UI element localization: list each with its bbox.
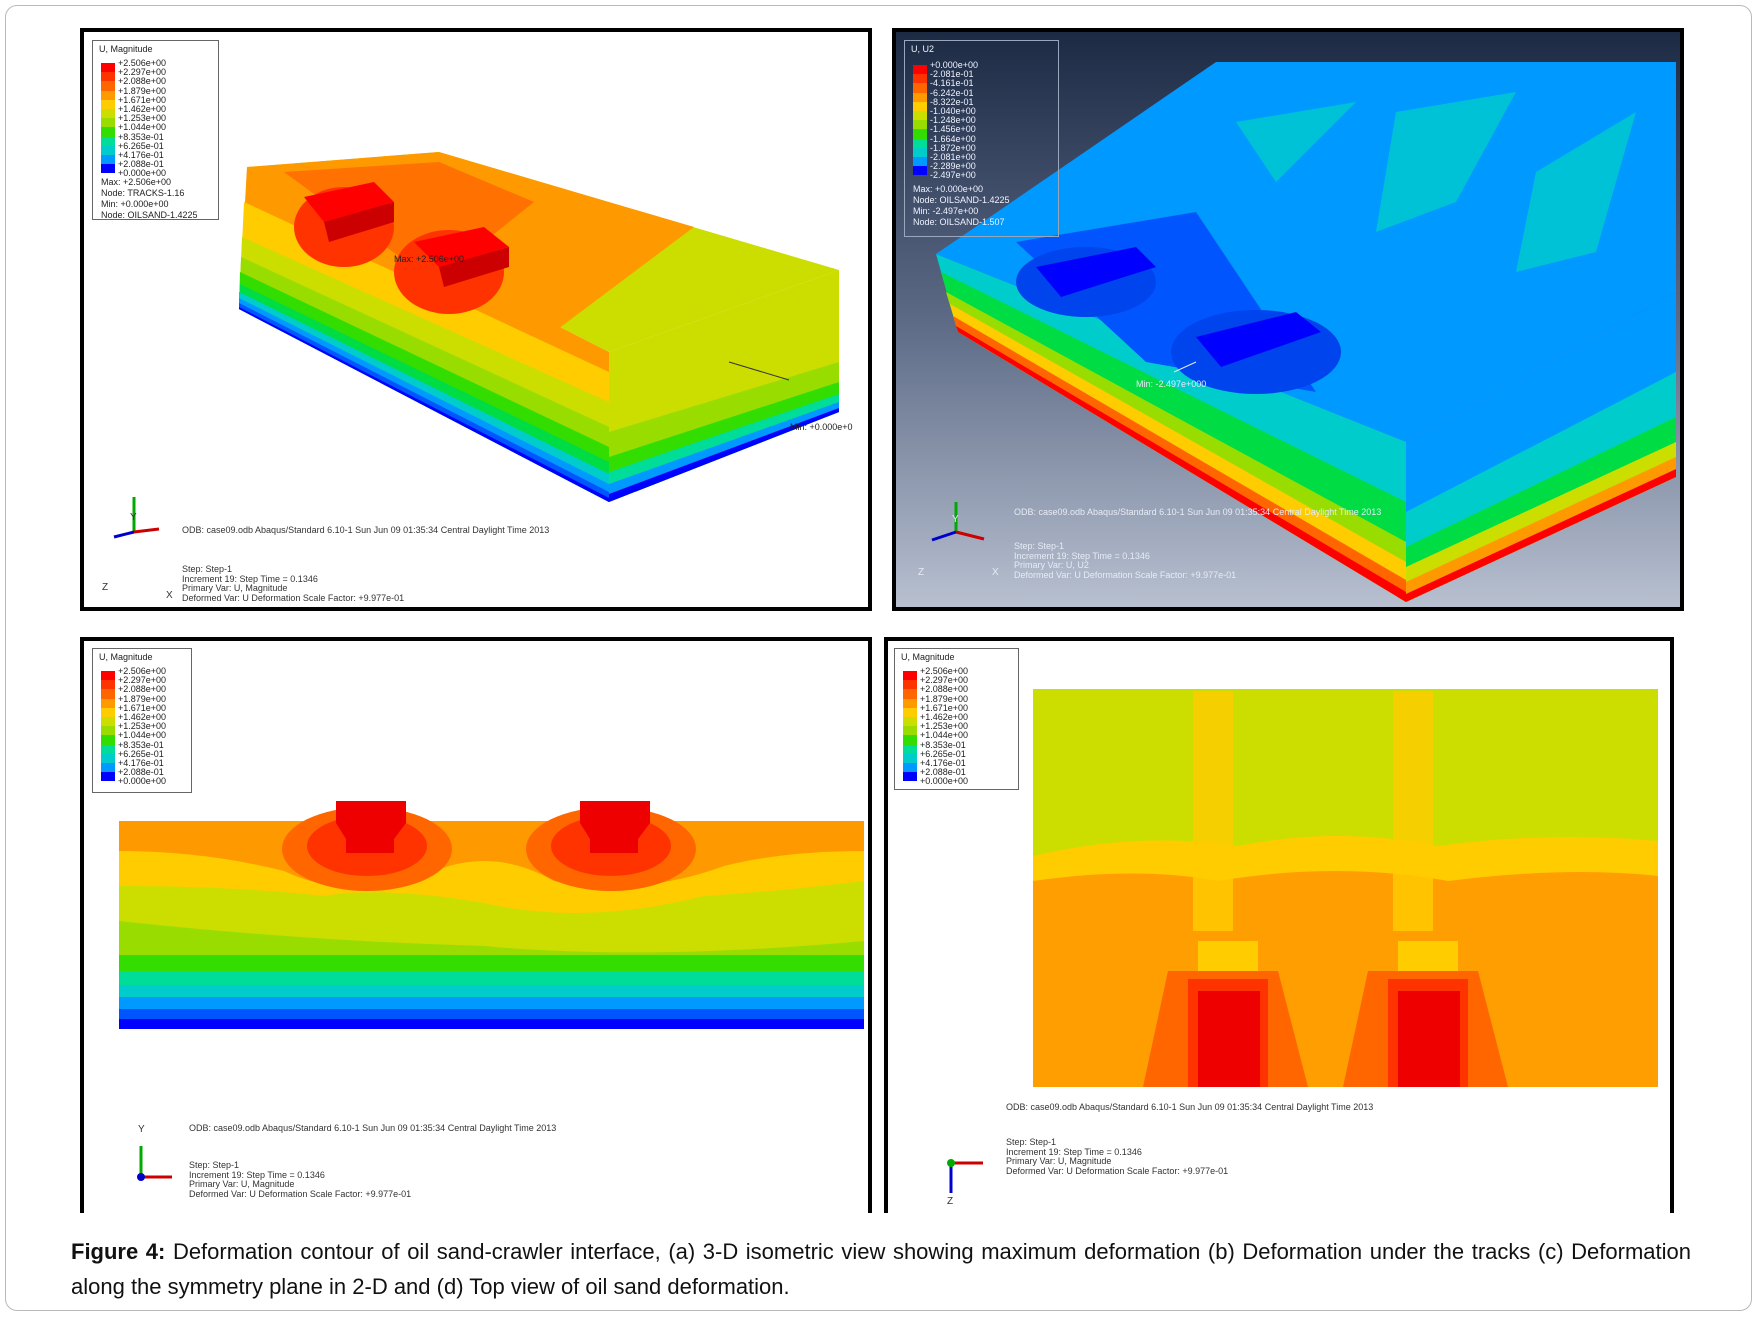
axis-x-label: X: [166, 590, 173, 601]
min-annotation: Min: -2.497e+000: [1136, 379, 1207, 389]
step-info: Step: Step-1 Increment 19: Step Time = 0…: [1014, 541, 1237, 580]
legend-values: +2.506e+00 +2.297e+00 +2.088e+00 +1.879e+00…: [118, 58, 167, 179]
panel-a: U, Magnitude +2.506e+00 +2.297e+00 +2.088e…: [80, 28, 872, 611]
legend-title: U, U2: [911, 44, 935, 54]
panel-c: U, Magnitude +2.506e+00 +2.297e+00 +2.088e…: [80, 637, 872, 1213]
figure-frame: [5, 5, 1752, 1311]
panel-b-legend: U, U2 +0.000e+00 -2.081e-01 -4.161e-01 -6.2…: [904, 40, 1059, 237]
step-info: Step: Step-1 Increment 19: Step Time = 0…: [189, 1160, 412, 1199]
axis-y-label: Y: [138, 1124, 145, 1135]
panel-a-isometric-plot: [113, 152, 839, 539]
panel-d: U, Magnitude +2.506e+00 +2.297e+00 +2.088e…: [884, 637, 1674, 1213]
odb-info: ODB: case09.odb Abaqus/Standard 6.10-1 S…: [189, 1123, 557, 1133]
caption-text: Deformation contour of oil sand-crawler …: [71, 1239, 1691, 1299]
panel-d-top-view-plot: [947, 689, 1658, 1193]
legend-colorbar: [913, 65, 927, 176]
min-annotation: Min: +0.000e+0: [790, 422, 853, 432]
panel-a-legend: U, Magnitude +2.506e+00 +2.297e+00 +2.088e…: [92, 40, 219, 220]
odb-info: ODB: case09.odb Abaqus/Standard 6.10-1 S…: [182, 525, 550, 535]
legend-values: +0.000e+00 -2.081e-01 -4.161e-01 -6.242e-01…: [930, 60, 979, 181]
axis-y-label: Y: [952, 514, 959, 525]
odb-info: ODB: case09.odb Abaqus/Standard 6.10-1 S…: [1006, 1102, 1374, 1112]
legend-colorbar: [101, 671, 115, 782]
caption-label: Figure 4:: [71, 1239, 166, 1264]
legend-minmax: Max: +2.506e+00 Node: TRACKS-1.16 Min: +…: [101, 177, 198, 220]
legend-colorbar: [903, 671, 917, 782]
axis-y-label: Y: [130, 512, 137, 523]
panel-b-isometric-plot: [896, 32, 1680, 607]
legend-title: U, Magnitude: [901, 652, 955, 662]
panel-b: U, U2 +0.000e+00 -2.081e-01 -4.161e-01 -6.2…: [892, 28, 1684, 611]
axis-z-label: Z: [947, 1196, 954, 1207]
odb-info: ODB: case09.odb Abaqus/Standard 6.10-1 S…: [1014, 507, 1382, 517]
legend-values: +2.506e+00 +2.297e+00 +2.088e+00 +1.879e+00…: [920, 666, 969, 787]
max-annotation: Max: +2.506e+00: [394, 254, 465, 264]
step-info: Step: Step-1 Increment 19: Step Time = 0…: [1006, 1137, 1229, 1176]
legend-title: U, Magnitude: [99, 652, 153, 662]
legend-title: U, Magnitude: [99, 44, 153, 54]
axis-z-label: Z: [918, 567, 925, 578]
figure-caption: Figure 4: Deformation contour of oil san…: [71, 1234, 1691, 1304]
legend-colorbar: [101, 63, 115, 174]
panel-c-legend: U, Magnitude +2.506e+00 +2.297e+00 +2.088e…: [92, 648, 192, 793]
axis-x-label: X: [992, 567, 999, 578]
legend-minmax: Max: +0.000e+00 Node: OILSAND-1.4225 Min…: [913, 184, 1010, 227]
panel-d-legend: U, Magnitude +2.506e+00 +2.297e+00 +2.088e…: [894, 648, 1019, 790]
axis-z-label: Z: [102, 582, 109, 593]
step-info: Step: Step-1 Increment 19: Step Time = 0…: [182, 564, 405, 603]
panel-c-section-plot: [119, 801, 864, 1181]
legend-values: +2.506e+00 +2.297e+00 +2.088e+00 +1.879e+00…: [118, 666, 167, 787]
